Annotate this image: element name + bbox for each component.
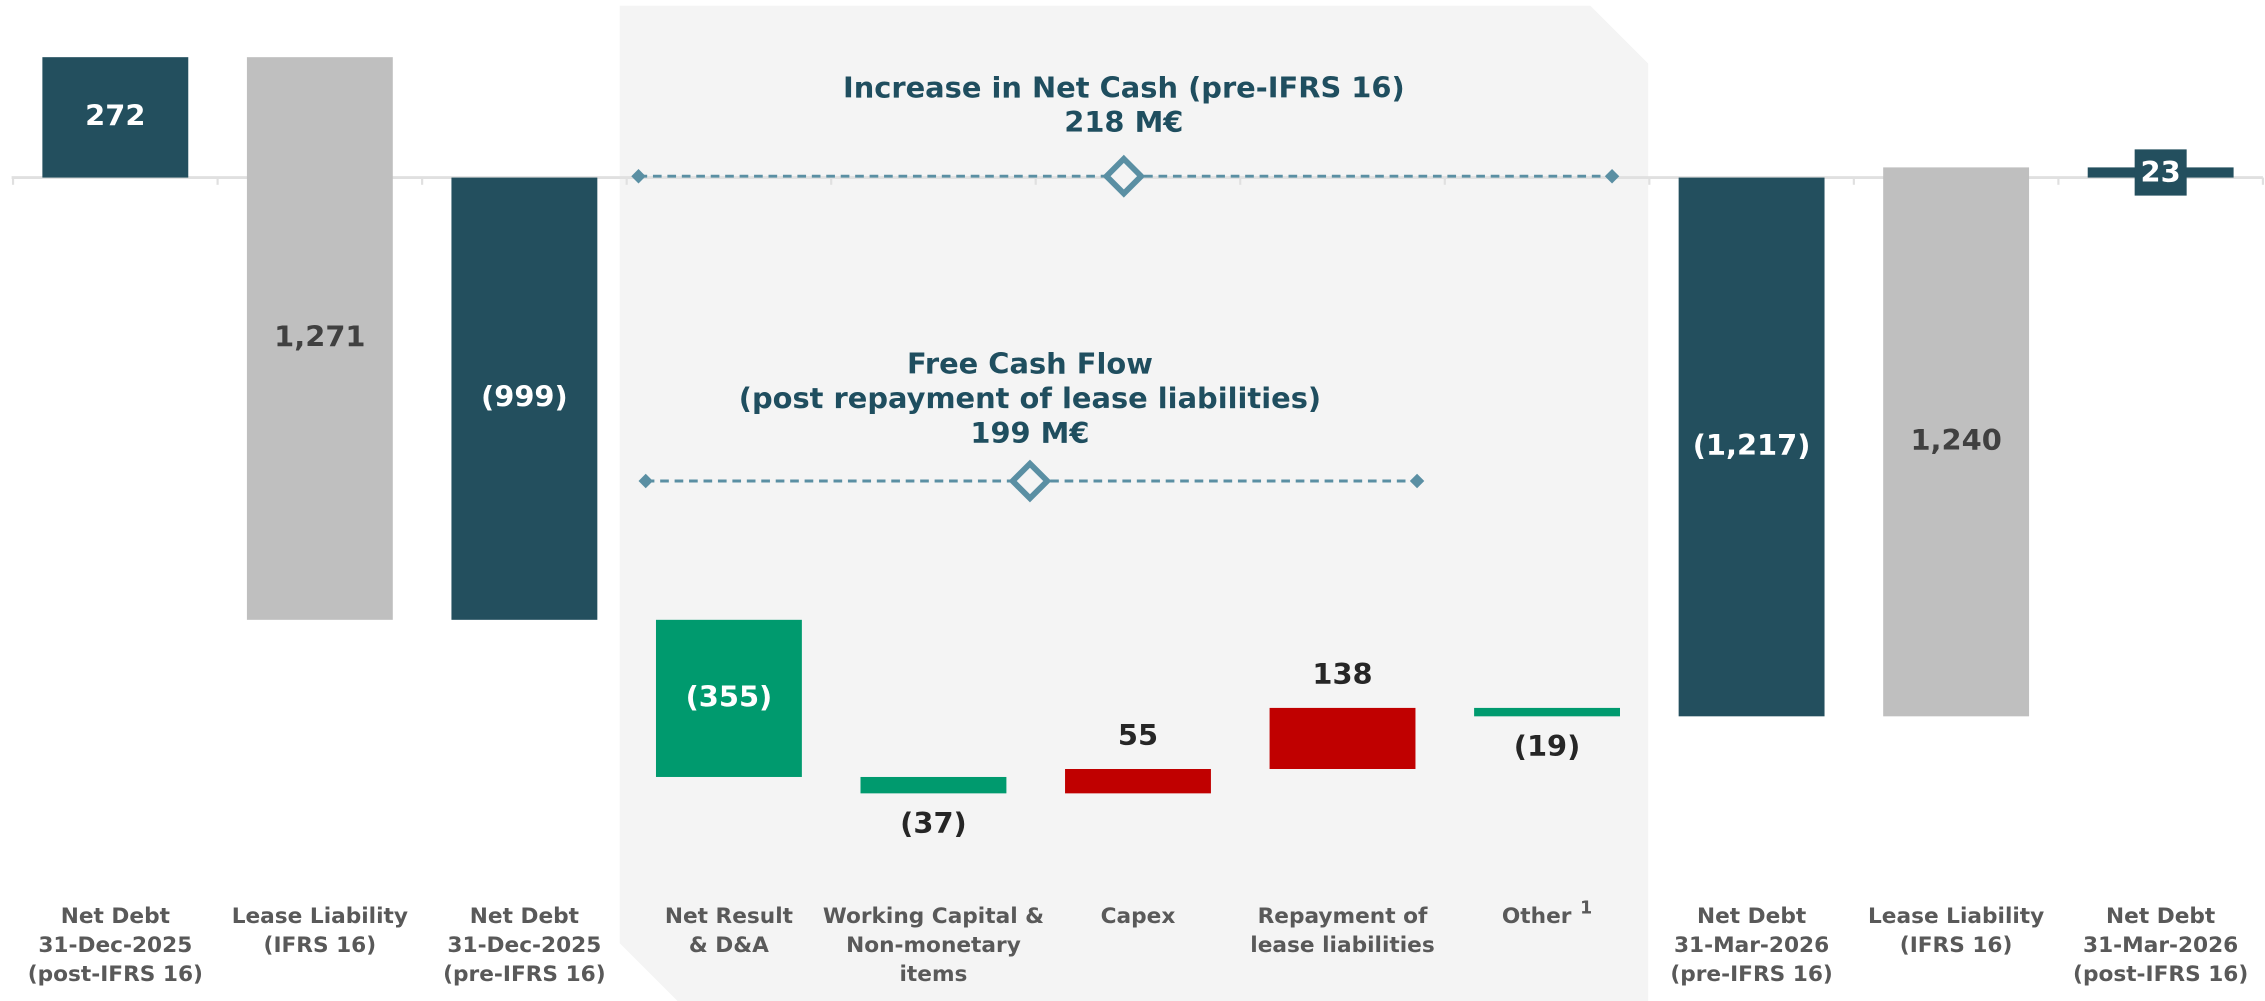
x-tick-label-line: Repayment of [1258,904,1428,929]
x-tick-label: Net Debt 31-Mar-2026 (post-IFRS 16) [2073,904,2248,987]
x-tick-label: Capex [1101,904,1176,929]
x-tick-label-line: (post-IFRS 16) [28,962,203,987]
bar [1474,707,1620,717]
bracket-end [631,169,646,184]
x-tick-label: Net Debt 31-Dec-2025 (pre-IFRS 16) [443,904,605,987]
bar [1883,167,2030,717]
annotation: (post repayment of lease liabilities) [739,381,1321,415]
x-tick-label-line: & D&A [689,933,769,958]
x-tick-label: Repayment of lease liabilities [1250,904,1434,958]
x-tick-label-line: 31-Dec-2025 [447,933,601,958]
net-cash-bracket [631,154,1620,198]
cash-flow-panel [619,5,1649,1001]
x-tick-label-line: Working Capital & [823,904,1044,929]
footnote-marker: 1 [1580,899,1592,919]
x-tick-label-line: (IFRS 16) [1900,933,2013,958]
x-tick-label-line: 31-Mar-2026 [1674,933,1829,958]
x-tick-label: Other 1 [1502,899,1592,930]
bar [655,619,802,777]
x-tick-label-line: lease liabilities [1250,933,1434,958]
bracket-diamond [1102,154,1146,198]
value-label: 55 [1118,718,1158,752]
x-tick-label: Net Debt 31-Dec-2025 (post-IFRS 16) [28,904,203,987]
annotation: 199 M€ [970,416,1089,450]
x-tick-label: Net Debt 31-Mar-2026 (pre-IFRS 16) [1670,904,1832,987]
x-tick-label: Lease Liability (IFRS 16) [1868,904,2044,958]
x-tick-label-line: 31-Mar-2026 [2083,933,2238,958]
x-tick-label-line: (pre-IFRS 16) [1670,962,1832,987]
x-tick-label-line: Capex [1101,904,1176,929]
annotation: Free Cash Flow [907,346,1153,380]
value-label: 1,240 [1910,423,2001,457]
x-tick-label-line: Lease Liability [1868,904,2044,929]
value-label: (355) [686,679,773,713]
bar [1065,769,1211,794]
bar [1678,177,1825,717]
bracket-end [1604,169,1620,184]
value-label: (19) [1514,729,1581,763]
x-tick-label: Lease Liability (IFRS 16) [232,904,408,958]
value-label: (999) [481,380,568,414]
value-label-box [2134,149,2187,196]
bar [860,776,1007,794]
bracket-diamond [1008,459,1052,503]
x-tick-label-line: Non-monetary [846,933,1021,958]
value-label: 138 [1312,657,1372,691]
x-tick-label-line: Net Debt [2106,904,2215,929]
annotation: 218 M€ [1064,105,1183,139]
bar [1269,707,1416,770]
x-tick-label-line: Net Debt [1697,904,1806,929]
x-tick-label-line: Net Result [665,904,793,929]
x-tick-label-line: items [899,962,967,987]
bracket-end [1409,473,1425,489]
x-tick-label-line: Net Debt [470,904,579,929]
value-label: (37) [900,806,967,840]
x-tick-label-line: Other [1502,904,1572,929]
x-tick-label-line: 31-Dec-2025 [38,933,192,958]
x-tick-label-line: (pre-IFRS 16) [443,962,605,987]
x-tick-label: Net Result & D&A [665,904,793,958]
fcf-bracket [638,459,1425,503]
annotation: Increase in Net Cash (pre-IFRS 16) [843,71,1405,105]
value-label: 272 [85,98,145,132]
value-label: (1,217) [1693,428,1811,462]
bar [246,57,393,620]
x-tick-label-line: Lease Liability [232,904,408,929]
value-label: 1,271 [274,319,365,353]
value-label: 23 [2141,155,2181,189]
x-tick-label-line: (post-IFRS 16) [2073,962,2248,987]
x-tick-label-line: Net Debt [61,904,170,929]
bar [42,57,189,178]
x-tick-label: Working Capital & Non-monetary items [823,904,1044,987]
bar [451,177,598,620]
x-tick-label-line: (IFRS 16) [264,933,377,958]
